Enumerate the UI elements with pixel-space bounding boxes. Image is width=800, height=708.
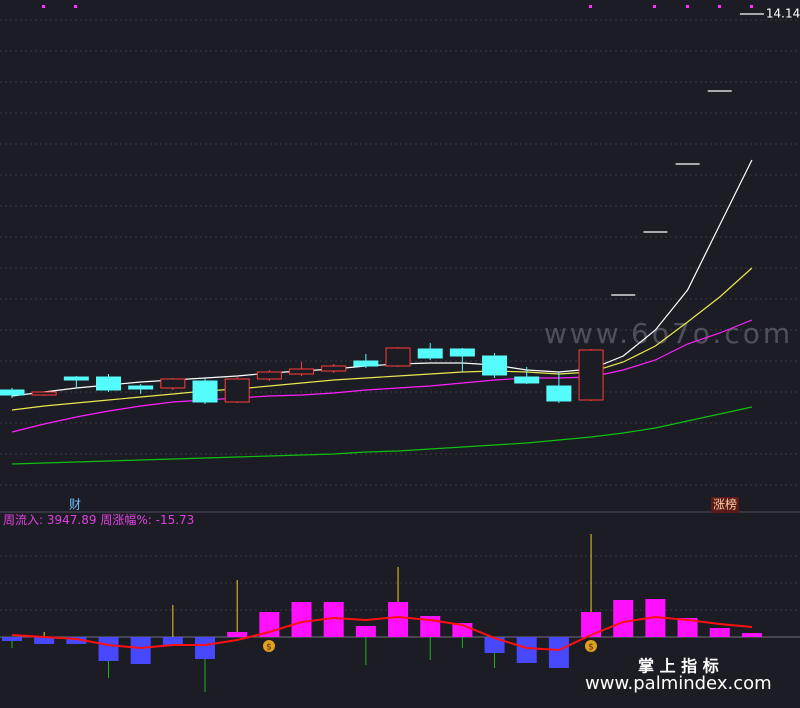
candle-body (224, 378, 250, 403)
bar (227, 632, 248, 637)
candle-body (417, 348, 443, 359)
candle-body (160, 378, 186, 389)
bar (66, 637, 87, 644)
ma-line (11, 319, 753, 433)
indicator-header: 周流入: 3947.89 周涨幅%: -15.73 (3, 512, 194, 527)
candle-body (128, 385, 154, 390)
value: -15.73 (156, 513, 195, 527)
candle-body (289, 368, 315, 375)
ma-line (11, 159, 753, 397)
candle-body (385, 347, 411, 367)
label: 周流入: (3, 513, 43, 527)
candle-body (514, 376, 540, 384)
bar (323, 602, 344, 637)
watermark: www.palmindex.com (585, 673, 772, 694)
bar (613, 600, 634, 637)
svg-text:$: $ (588, 643, 594, 653)
candle-body (256, 371, 282, 380)
bar (2, 637, 22, 641)
bar (355, 626, 376, 637)
candle-body (192, 380, 218, 403)
trend-line (11, 615, 753, 652)
bar (677, 618, 698, 637)
annotation-box (711, 497, 739, 513)
candle-body (449, 348, 475, 357)
bar (741, 633, 762, 637)
label: 周涨幅%: (100, 512, 151, 527)
watermark: 掌 上 指 标 (638, 657, 719, 676)
annotation: 财 (69, 498, 81, 512)
candle-body (482, 355, 508, 376)
bar (195, 637, 216, 659)
bar (162, 637, 183, 645)
candle-body (31, 391, 57, 396)
value: 3947.89 (47, 513, 97, 527)
candle-body (578, 349, 604, 401)
bar (291, 602, 312, 637)
bar (34, 637, 55, 644)
bar (709, 628, 730, 637)
price-label: 14.14 (766, 7, 800, 21)
bar (98, 637, 119, 661)
coin-icons: $ $ (263, 640, 597, 653)
bar (516, 637, 537, 663)
bar (484, 637, 505, 653)
ma-line (11, 406, 753, 465)
candle-body (63, 376, 89, 381)
bar (548, 637, 569, 668)
grid (0, 19, 800, 611)
bar (388, 602, 409, 637)
watermark: www.6o7o.com (544, 317, 793, 350)
ma-line (11, 267, 753, 411)
plot: 14.14 (0, 7, 800, 692)
candle-body (321, 365, 347, 372)
top-markers (42, 5, 753, 8)
candle-body (546, 385, 572, 402)
candle-body (353, 360, 379, 367)
candle-body (0, 389, 25, 396)
bar (130, 637, 151, 664)
bar (581, 612, 602, 637)
candle-body (96, 376, 122, 391)
annotation: 涨榜 (713, 497, 737, 512)
svg-text:$: $ (266, 643, 272, 653)
